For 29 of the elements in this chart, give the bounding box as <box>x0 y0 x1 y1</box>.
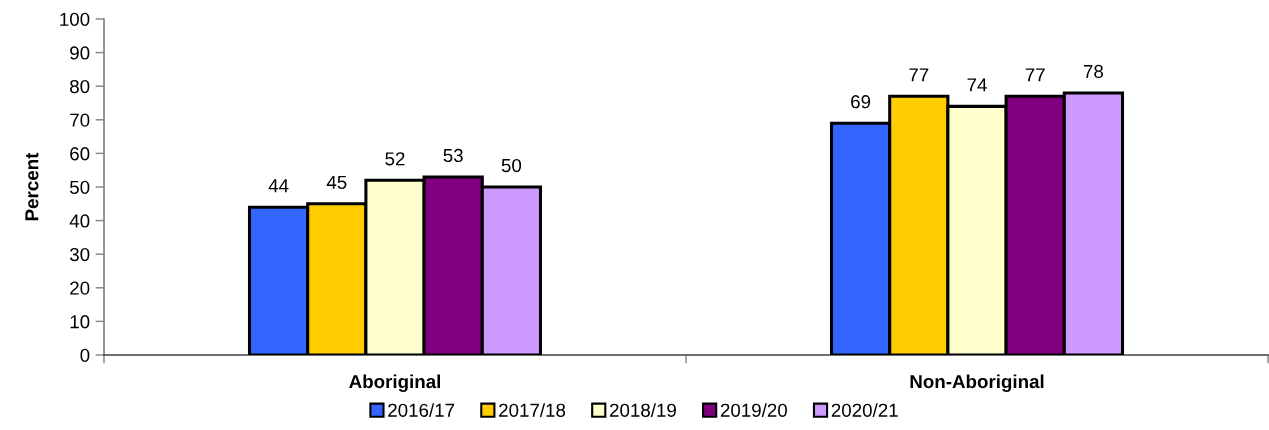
y-tick-label: 50 <box>70 180 90 194</box>
y-tick-label: 80 <box>70 79 90 94</box>
y-tick-label: 90 <box>70 46 90 60</box>
y-tick-label: 60 <box>70 147 90 161</box>
legend-label: 2018/19 <box>610 403 676 417</box>
y-tick-label: 100 <box>60 12 90 26</box>
legend-label: 2020/21 <box>831 403 898 417</box>
data-label: 50 <box>501 158 522 173</box>
x-tick-label: Non-Aboriginal <box>910 374 1044 392</box>
data-label: 74 <box>967 78 987 92</box>
y-tick-label: 30 <box>69 247 90 262</box>
data-label: 45 <box>326 175 347 189</box>
y-tick-label: 40 <box>69 214 90 228</box>
x-tick-label: Aboriginal <box>349 374 441 392</box>
data-label: 77 <box>909 68 929 82</box>
y-tick-label: 10 <box>70 315 90 329</box>
data-label: 77 <box>1025 68 1045 82</box>
data-label: 52 <box>385 152 405 166</box>
legend-label: 2016/17 <box>388 403 455 417</box>
data-label: 78 <box>1083 64 1104 79</box>
data-label: 53 <box>443 148 463 163</box>
data-label: 44 <box>268 179 289 193</box>
y-axis-title: Percent <box>25 152 39 221</box>
data-label: 69 <box>851 95 871 109</box>
y-tick-label: 20 <box>70 281 90 295</box>
legend-label: 2017/18 <box>499 403 566 417</box>
y-tick-label: 70 <box>70 113 90 127</box>
y-tick-label: 0 <box>80 348 90 362</box>
legend-label: 2019/20 <box>720 403 787 417</box>
